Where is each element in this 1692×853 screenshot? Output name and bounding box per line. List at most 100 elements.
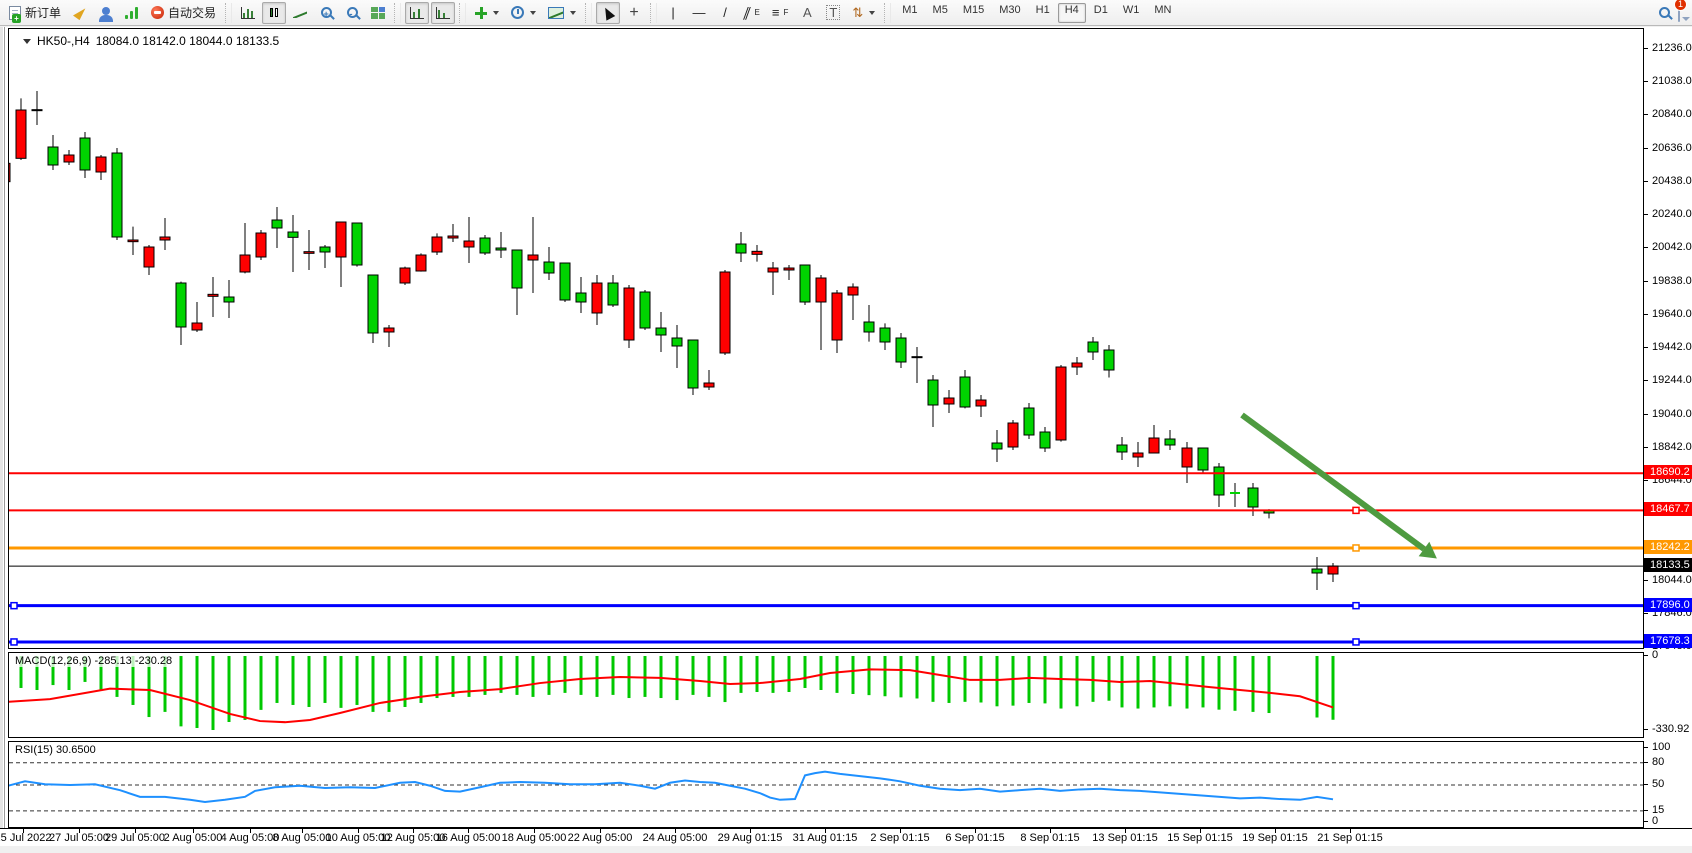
rsi-tick-mark [1644,784,1648,785]
cursor-button[interactable] [596,1,621,24]
rsi-panel[interactable]: RSI(15) 30.6500 [8,741,1644,828]
price-tick-mark [1644,114,1648,115]
price-tick-label: 19640.0 [1652,308,1692,320]
time-tick-mark [413,829,414,833]
template-icon [548,6,565,19]
horizontal-lines-layer[interactable] [9,472,1643,646]
price-tick-mark [1644,480,1648,481]
main-chart-panel[interactable]: HK50-,H4 18084.0 18142.0 18044.0 18133.5 [8,28,1644,649]
trend-arrow-annotation[interactable] [1240,412,1437,559]
line-handle[interactable] [1352,506,1360,515]
text-tool-button[interactable]: A [795,2,819,24]
time-tick-label: 13 Sep 01:15 [1092,832,1158,844]
indicators-button[interactable] [470,2,504,24]
time-axis[interactable]: 25 Jul 2022 27 Jul 05:00 29 Jul 05:00 2 Aug… [0,828,1692,846]
new-order-button[interactable]: + 新订单 [4,2,66,24]
tab-timeframe-D1[interactable]: D1 [1093,3,1108,16]
time-tick-label: 2 Aug 05:00 [163,832,223,844]
candlestick-chart[interactable] [9,29,1643,648]
line-chart-button[interactable] [288,2,312,24]
auto-trading-button[interactable]: 自动交易 [146,2,221,24]
cursor-icon [600,4,616,21]
line-handle[interactable] [10,638,18,646]
line-chart-icon [293,8,307,18]
price-tick-mark [1644,181,1648,182]
channel-button[interactable]: ∥ E [739,2,765,24]
community-button[interactable] [94,2,118,24]
auto-scroll-button[interactable] [405,1,430,24]
price-line-label-18133.5: 18133.5 [1644,558,1692,573]
collapse-arrow-icon[interactable] [23,38,31,44]
time-tick-label: 27 Jul 05:00 [49,832,109,844]
notifications-button[interactable]: 1 [1674,0,1687,22]
auto-scroll-icon [410,6,425,19]
notification-badge: 1 [1674,0,1687,11]
macd-panel[interactable]: MACD(12,26,9) -285.13 -230.28 [8,652,1644,738]
timeframe-group: M1 M5 M15 M30 H1 H4 D1 W1 MN [895,2,1178,23]
time-tick-mark [1275,829,1276,833]
trendline-button[interactable]: / [713,2,737,24]
zoom-out-button[interactable]: - [340,2,364,24]
price-tick-mark [1644,447,1648,448]
tab-timeframe-H4[interactable]: H4 [1057,2,1086,23]
line-handle[interactable] [1352,544,1360,552]
line-handle[interactable] [1352,601,1360,610]
horizontal-line-button[interactable]: — [687,2,711,24]
price-tick-mark [1644,148,1648,149]
time-tick-label: 2 Sep 01:15 [870,832,930,844]
macd-axis-label: 0 [1652,649,1659,661]
time-tick-mark [468,829,469,833]
label-tool-button[interactable]: T [821,2,845,24]
caret-down-icon [493,10,500,15]
signal-icon [125,6,139,19]
search-icon[interactable] [1659,7,1670,18]
trendline-icon: / [723,5,727,20]
chat-bubble-icon [1678,2,1680,22]
person-icon [99,6,114,22]
arrows-tool-button[interactable]: ⇅ [847,2,880,24]
horizontal-line-icon: — [692,5,706,20]
toolbar: + 新订单 自动交易 + - [0,0,1692,26]
tab-timeframe-W1[interactable]: W1 [1122,3,1140,16]
tab-timeframe-H1[interactable]: H1 [1035,3,1050,16]
new-order-label: 新订单 [25,6,62,20]
zoom-in-button[interactable]: + [314,2,338,24]
price-tick-label: 18842.0 [1652,441,1692,453]
rsi-axis-label: 100 [1652,741,1671,753]
time-tick-label: 29 Jul 05:00 [105,832,165,844]
line-handle[interactable] [1352,638,1360,646]
price-tick-mark [1644,347,1648,348]
line-handle[interactable] [10,601,18,610]
signal-button[interactable] [120,2,144,24]
tab-timeframe-M1[interactable]: M1 [902,3,918,16]
fibonacci-button[interactable]: ≡ F [767,2,793,24]
vertical-line-icon: | [671,5,675,20]
tab-timeframe-M15[interactable]: M15 [962,3,985,16]
crosshair-icon: + [629,3,639,21]
vertical-line-button[interactable]: | [661,2,685,24]
chart-shift-button[interactable] [431,1,456,24]
template-button[interactable] [543,2,581,24]
tab-timeframe-M5[interactable]: M5 [932,3,948,16]
macd-label: MACD(12,26,9) -285.13 -230.28 [13,655,175,667]
time-tick-label: 31 Aug 01:15 [792,832,858,844]
bar-chart-button[interactable] [236,2,260,24]
period-button[interactable] [506,2,541,24]
tab-timeframe-MN[interactable]: MN [1154,3,1172,16]
tile-windows-button[interactable] [366,2,390,24]
tab-timeframe-M30[interactable]: M30 [999,3,1021,16]
rsi-chart[interactable] [9,742,1643,827]
toolbar-right: 1 [1659,0,1688,22]
crosshair-button[interactable]: + [622,2,646,24]
zoom-in-icon: + [320,7,332,19]
bar-chart-icon [241,6,256,19]
macd-chart[interactable] [9,653,1643,737]
price-axis[interactable]: 21236.0 21038.0 20840.0 20636.0 20438.0 20240… [1644,28,1692,828]
candlestick-button[interactable] [262,1,287,24]
price-tick-mark [1644,81,1648,82]
add-indicator-icon [475,6,488,19]
time-tick-label: 24 Aug 05:00 [642,832,708,844]
time-tick-mark [900,829,901,833]
quill-button[interactable] [68,2,92,24]
price-tick-mark [1644,48,1648,49]
